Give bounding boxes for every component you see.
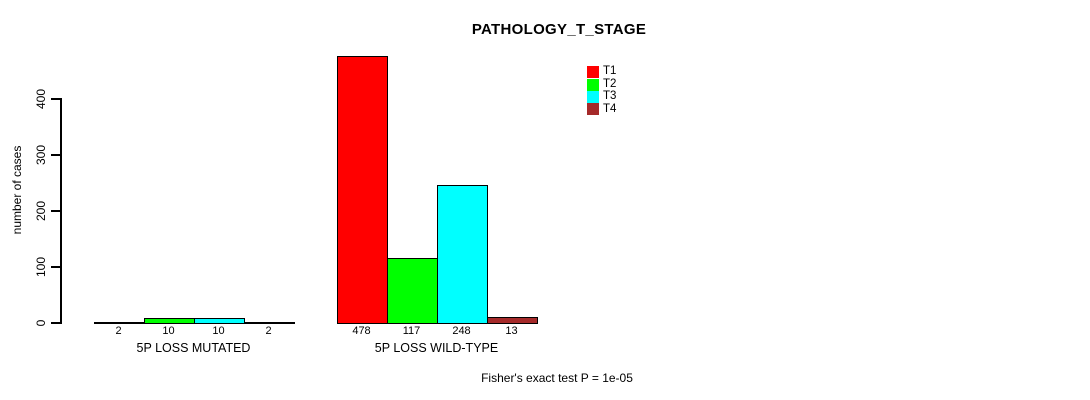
- legend-swatch-icon: [587, 66, 599, 79]
- stat-test-annotation: Fisher's exact test P = 1e-05: [481, 371, 633, 385]
- bar-t4: [243, 322, 295, 324]
- bar-t1: [336, 56, 388, 324]
- legend-item-t4: T4: [587, 102, 617, 116]
- bar-t3: [193, 318, 245, 324]
- legend-label: T1: [603, 65, 617, 78]
- legend-item-t2: T2: [587, 77, 617, 91]
- legend-swatch-icon: [587, 103, 599, 116]
- y-tick: [51, 322, 60, 324]
- y-tick: [51, 98, 60, 100]
- bar-value-label: 2: [265, 325, 272, 337]
- legend-label: T4: [603, 102, 617, 115]
- y-tick-label: 300: [34, 144, 48, 166]
- legend-swatch-icon: [587, 90, 599, 103]
- legend-label: T2: [603, 77, 617, 90]
- bar-value-label: 10: [162, 325, 175, 337]
- group-label: 5P LOSS MUTATED: [136, 341, 251, 355]
- legend: T1 T2 T3 T4: [587, 66, 616, 116]
- y-tick-label: 200: [34, 200, 48, 222]
- bar-value-label: 248: [452, 325, 471, 337]
- bar-t2: [386, 258, 438, 324]
- bar-t4: [486, 317, 538, 324]
- bar-t1: [93, 322, 145, 324]
- y-tick-label: 0: [34, 319, 48, 327]
- legend-label: T3: [603, 90, 617, 103]
- y-tick-label: 400: [34, 88, 48, 110]
- legend-item-t1: T1: [587, 65, 617, 79]
- y-axis-label: number of cases: [10, 145, 24, 235]
- bar-value-label: 13: [505, 325, 518, 337]
- bar-value-label: 117: [402, 325, 421, 337]
- y-axis-line: [60, 98, 62, 324]
- y-tick: [51, 154, 60, 156]
- legend-swatch-icon: [587, 78, 599, 91]
- bar-t2: [143, 318, 195, 324]
- bar-value-label: 478: [352, 325, 371, 337]
- y-tick-label: 100: [34, 256, 48, 278]
- bar-value-label: 10: [212, 325, 225, 337]
- y-tick: [51, 266, 60, 268]
- legend-item-t3: T3: [587, 91, 616, 103]
- y-tick: [51, 210, 60, 212]
- group-label: 5P LOSS WILD-TYPE: [374, 341, 499, 355]
- bar-value-label: 2: [115, 325, 122, 337]
- chart-title: PATHOLOGY_T_STAGE: [471, 21, 647, 38]
- bar-t3: [436, 185, 488, 324]
